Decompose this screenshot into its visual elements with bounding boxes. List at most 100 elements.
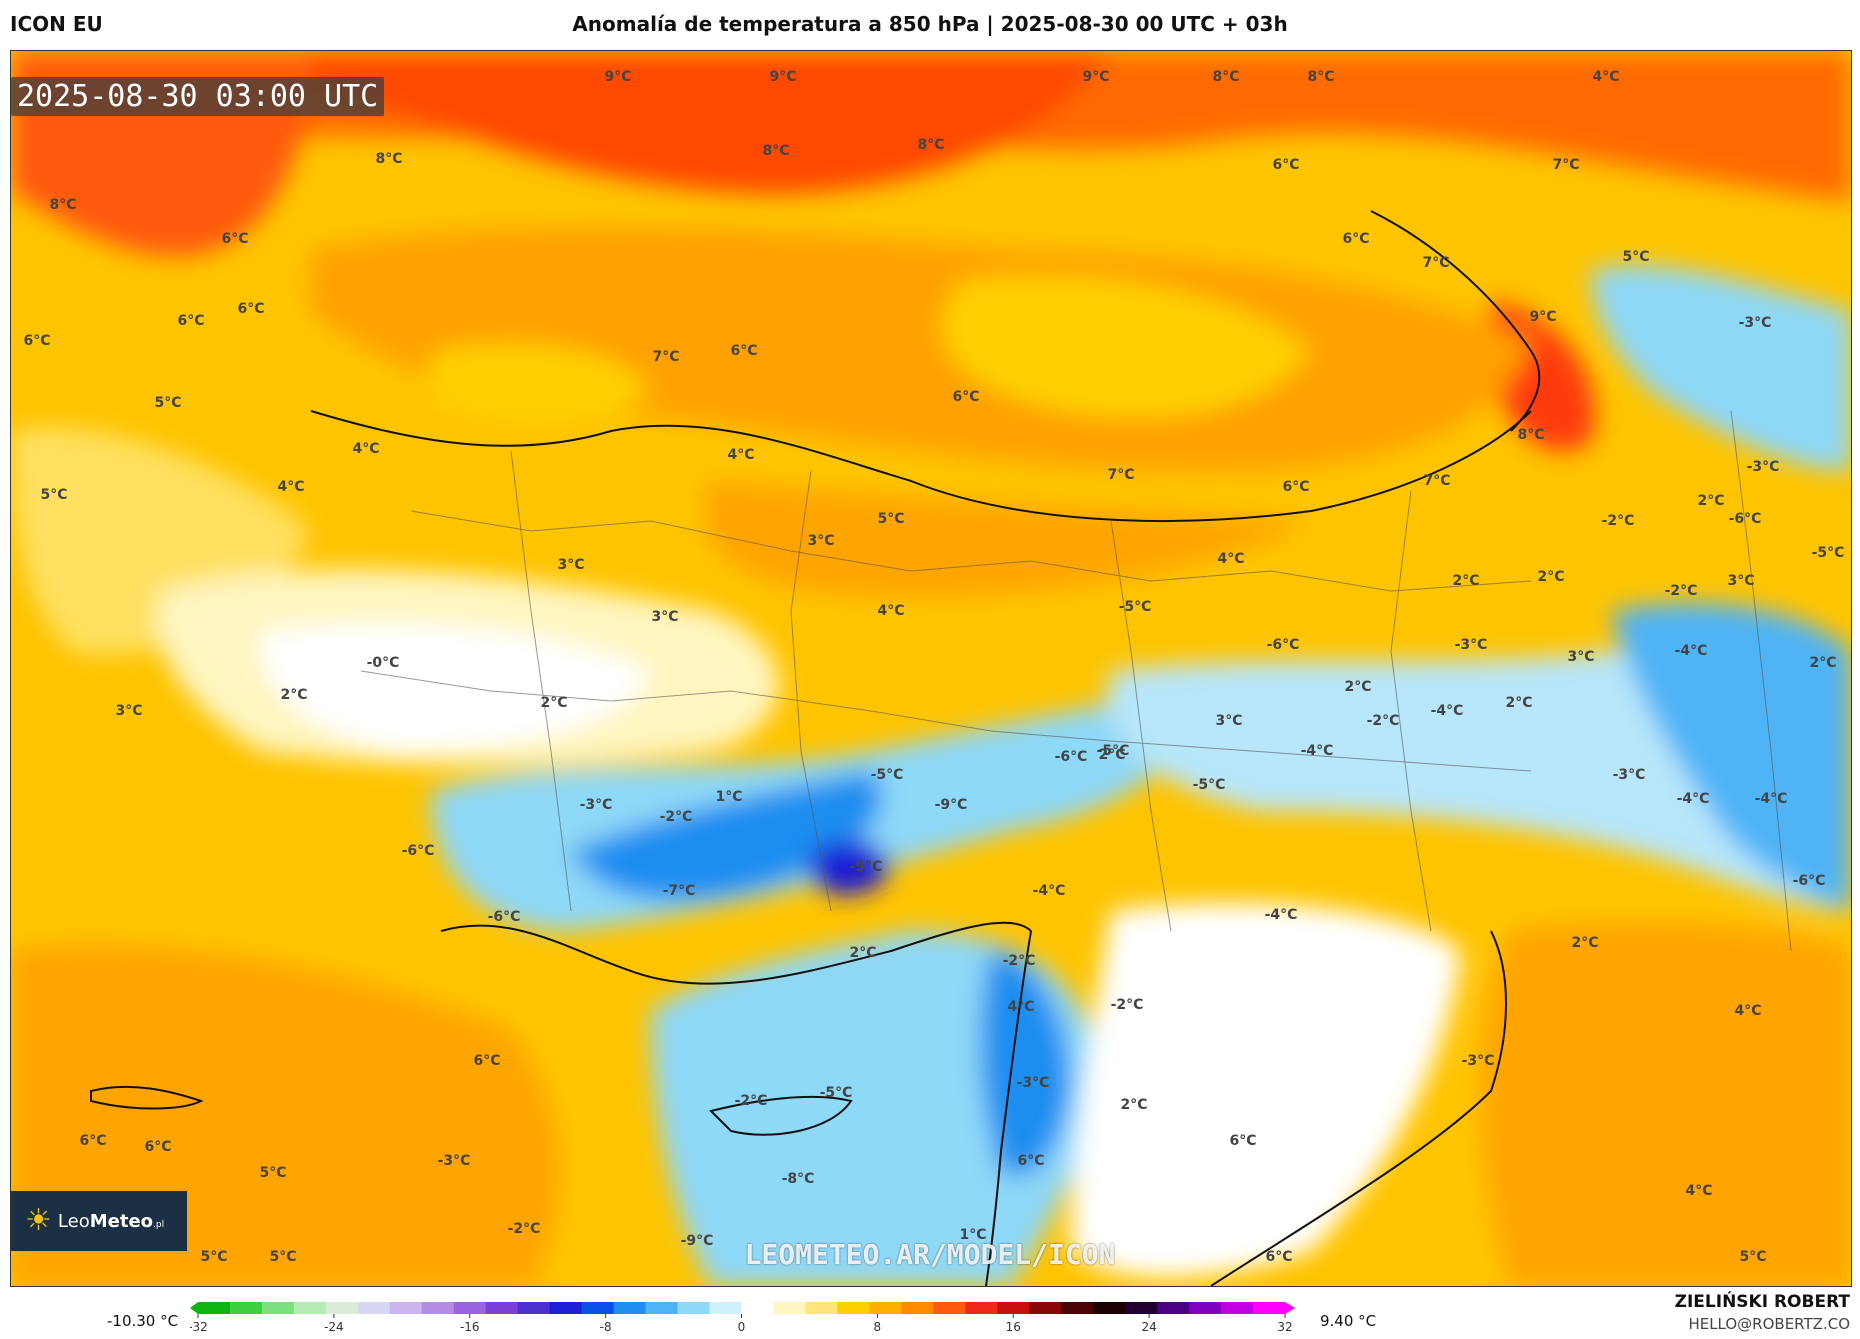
colorbar: -32 -24 -16 -8 0 8 16 24 32 <box>190 1302 1295 1334</box>
contour-label: 5°C <box>1739 1249 1767 1265</box>
contour-label: 2°C <box>1571 935 1599 951</box>
colorbar-swatch <box>581 1302 615 1314</box>
contour-label: -3°C <box>1746 459 1780 475</box>
contour-label: -7°C <box>662 883 696 899</box>
contour-label: -3°C <box>1454 637 1488 653</box>
contour-label: 8°C <box>762 143 790 159</box>
colorbar-swatch <box>1029 1302 1062 1314</box>
map-title: Anomalía de temperatura a 850 hPa | 2025… <box>572 12 1288 36</box>
colorbar-swatch <box>997 1302 1030 1314</box>
leometeo-logo[interactable]: ☀ LeoMeteo.pl <box>11 1191 187 1251</box>
contour-label: -4°C <box>1300 743 1334 759</box>
contour-label: -2°C <box>1601 513 1635 529</box>
colorbar-max-label: 9.40 °C <box>1320 1312 1377 1330</box>
colorbar-swatch <box>421 1302 455 1314</box>
contour-label: 4°C <box>1685 1183 1713 1199</box>
author-email[interactable]: HELLO@ROBERTZ.CO <box>1688 1315 1850 1333</box>
contour-label: 9°C <box>1529 309 1557 325</box>
contour-label: 2°C <box>1697 493 1725 509</box>
colorbar-swatch <box>517 1302 551 1314</box>
contour-label: 4°C <box>352 441 380 457</box>
contour-label: -9°C <box>680 1233 714 1249</box>
contour-label: 8°C <box>1212 69 1240 85</box>
model-name: ICON EU <box>10 12 103 36</box>
contour-label: 2°C <box>1537 569 1565 585</box>
contour-label: 4°C <box>1007 999 1035 1015</box>
contour-label: 5°C <box>40 487 68 503</box>
contour-label: 2°C <box>1344 679 1372 695</box>
contour-label: 6°C <box>79 1133 107 1149</box>
colorbar-min-label: -10.30 °C <box>107 1312 179 1330</box>
colorbar-swatch <box>869 1302 902 1314</box>
colorbar-swatch <box>1157 1302 1190 1314</box>
contour-label: 7°C <box>1423 473 1451 489</box>
colorbar-swatch <box>293 1302 327 1314</box>
contour-label: -4°C <box>1032 883 1066 899</box>
contour-label: 4°C <box>277 479 305 495</box>
colorbar-swatch <box>645 1302 679 1314</box>
colorbar-tick-label: 8 <box>874 1320 882 1334</box>
colorbar-tick-label: -16 <box>460 1320 480 1334</box>
contour-label: 4°C <box>1592 69 1620 85</box>
colorbar-tick-label: -32 <box>190 1320 208 1334</box>
contour-label: 8°C <box>1517 427 1545 443</box>
contour-label: 6°C <box>1342 231 1370 247</box>
contour-label: -0°C <box>366 655 400 671</box>
contour-label: -5°C <box>1811 545 1845 561</box>
contour-label: 9°C <box>604 69 632 85</box>
contour-label: 8°C <box>1307 69 1335 85</box>
contour-label: 2°C <box>1452 573 1480 589</box>
contour-label: -6°C <box>1728 511 1762 527</box>
colorbar-swatch <box>1221 1302 1254 1314</box>
colorbar-swatch <box>1061 1302 1094 1314</box>
contour-label: -2°C <box>1366 713 1400 729</box>
contour-label: 8°C <box>49 197 77 213</box>
contour-label: -3°C <box>1612 767 1646 783</box>
colorbar-swatch <box>709 1302 742 1314</box>
contour-label: 6°C <box>1017 1153 1045 1169</box>
contour-label: 9°C <box>769 69 797 85</box>
contour-label: 2°C <box>1809 655 1837 671</box>
contour-label: 6°C <box>1229 1133 1257 1149</box>
contour-label: 6°C <box>237 301 265 317</box>
colorbar-swatch <box>965 1302 998 1314</box>
colorbar-swatch <box>549 1302 583 1314</box>
contour-label: 5°C <box>269 1249 297 1265</box>
contour-label: 2°C <box>280 687 308 703</box>
contour-label: -2°C <box>1664 583 1698 599</box>
contour-label: 4°C <box>727 447 755 463</box>
valid-time-label: 2025-08-30 03:00 UTC <box>11 77 385 116</box>
contour-label: -4°C <box>1674 643 1708 659</box>
logo-wordmark: LeoMeteo.pl <box>57 1210 165 1232</box>
contour-label: 6°C <box>177 313 205 329</box>
colorbar-swatch <box>325 1302 359 1314</box>
colorbar-swatch <box>198 1302 231 1314</box>
contour-label: 6°C <box>1265 1249 1293 1265</box>
colorbar-swatch <box>805 1302 838 1314</box>
contour-label: 8°C <box>917 137 945 153</box>
contour-label: 6°C <box>1282 479 1310 495</box>
contour-label: -6°C <box>401 843 435 859</box>
contour-label: 6°C <box>221 231 249 247</box>
contour-label: 3°C <box>651 609 679 625</box>
contour-label: -5°C <box>870 767 904 783</box>
contour-label: 3°C <box>557 557 585 573</box>
coastlines <box>90 210 1541 1286</box>
contour-label: 6°C <box>473 1053 501 1069</box>
colorbar-swatch <box>357 1302 391 1314</box>
contour-label: -5°C <box>819 1085 853 1101</box>
contour-label: -8°C <box>781 1171 815 1187</box>
contour-label: 2°C <box>540 695 568 711</box>
contour-label: 5°C <box>200 1249 228 1265</box>
contour-label: 2°C <box>1505 695 1533 711</box>
contour-label: -6°C <box>487 909 521 925</box>
author-name: ZIELIŃSKI ROBERT <box>1674 1292 1850 1312</box>
contour-label: 2°C <box>849 945 877 961</box>
contour-label: 2°C <box>1098 747 1126 763</box>
colorbar-swatch <box>453 1302 487 1314</box>
contour-label: 6°C <box>952 389 980 405</box>
contour-label: 2°C <box>1120 1097 1148 1113</box>
contour-label: -2°C <box>507 1221 541 1237</box>
colorbar-tick-label: 32 <box>1277 1320 1292 1334</box>
colorbar-tick-label: 24 <box>1141 1320 1156 1334</box>
